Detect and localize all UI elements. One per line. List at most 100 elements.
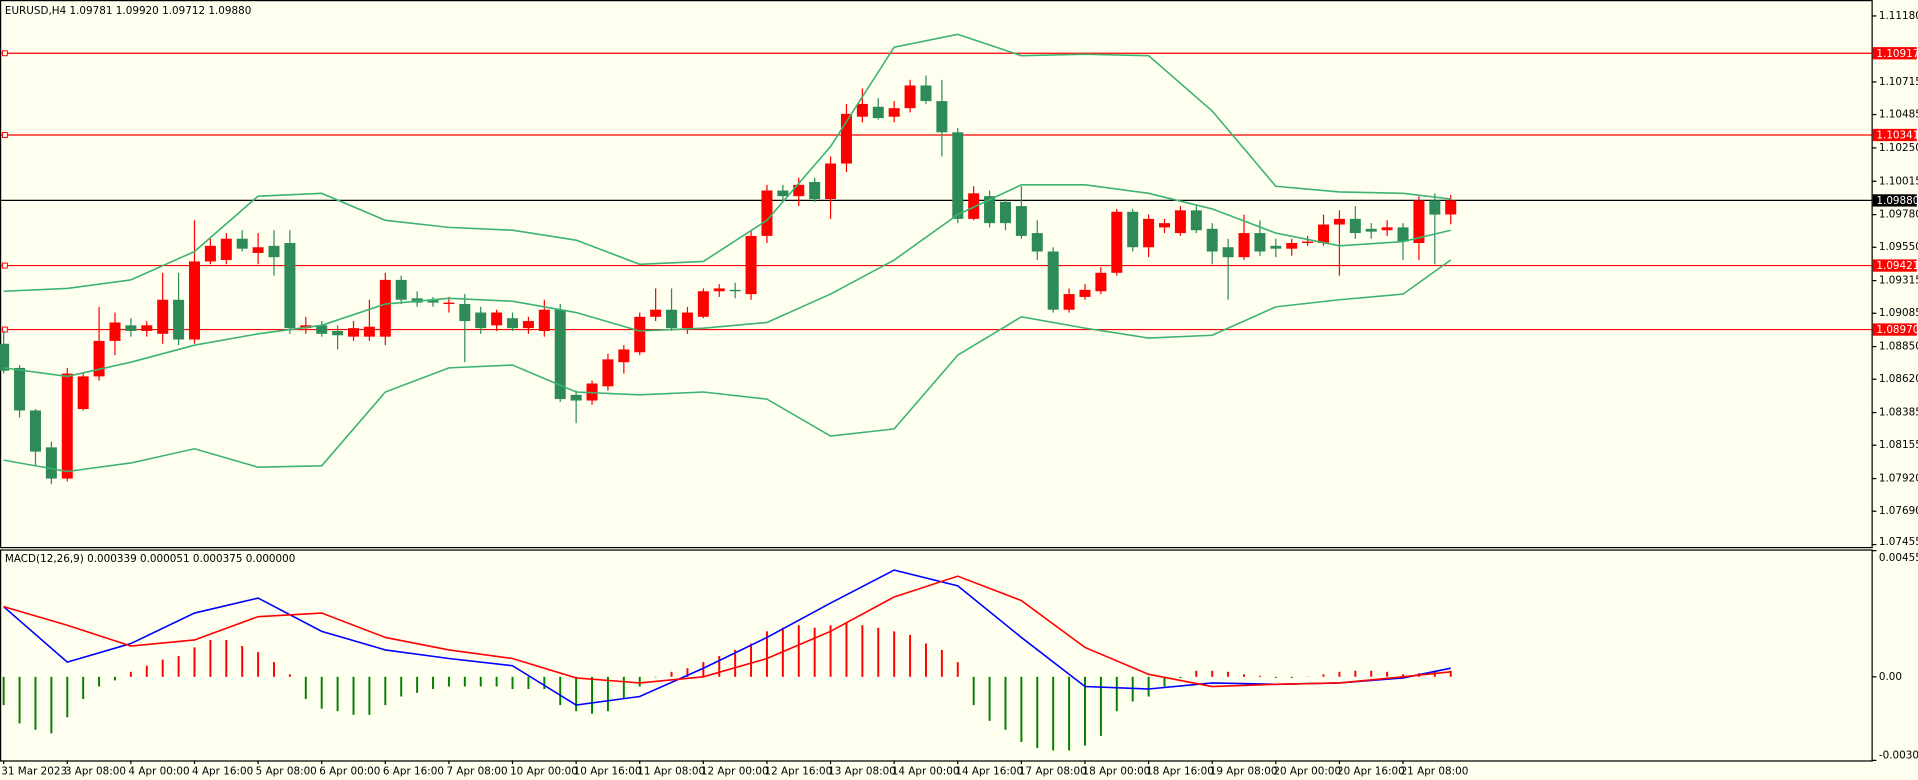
level-anchor	[1, 132, 8, 138]
x-tick-label: 4 Apr 16:00	[192, 765, 253, 777]
y-tick-label: 1.08850	[1879, 341, 1918, 353]
candle-body	[522, 321, 534, 329]
candle-body	[952, 132, 964, 219]
x-tick-label: 10 Apr 16:00	[574, 765, 642, 777]
level-label: 1.08970	[1876, 324, 1918, 336]
candle-body	[538, 309, 550, 331]
x-tick-label: 14 Apr 00:00	[892, 765, 960, 777]
candle-body	[491, 312, 503, 326]
candle-body	[1413, 200, 1425, 243]
candle-body	[777, 190, 789, 197]
candle-body	[936, 101, 948, 133]
candle-body	[1397, 227, 1409, 242]
candle-body	[904, 85, 916, 109]
y-tick-label: 1.07690	[1879, 505, 1918, 517]
x-tick-label: 12 Apr 16:00	[765, 765, 833, 777]
y-tick-label: 1.10015	[1879, 175, 1918, 187]
candle-body	[507, 318, 519, 329]
x-tick-label: 31 Mar 2023	[1, 765, 67, 777]
candle-body	[1222, 247, 1234, 258]
candle-body	[1365, 228, 1377, 232]
price-panel-frame	[0, 0, 1873, 549]
y-tick-label: 1.08620	[1879, 373, 1918, 385]
y-tick-label: 1.07920	[1879, 473, 1918, 485]
candle-body	[856, 103, 868, 117]
candle-body	[602, 359, 614, 387]
candle-body	[1333, 218, 1345, 225]
candle-body	[157, 299, 169, 334]
y-tick-label: 1.08155	[1879, 439, 1918, 451]
candle-body	[650, 309, 662, 317]
candle-body	[125, 325, 137, 331]
candle-body	[1318, 224, 1330, 243]
y-tick-label: 1.10715	[1879, 76, 1918, 88]
panel-title: EURUSD,H4 1.09781 1.09920 1.09712 1.0988…	[5, 5, 251, 17]
y-tick-label: 1.11180	[1879, 10, 1918, 22]
candle-body	[840, 113, 852, 164]
candle-body	[761, 190, 773, 236]
candle-body	[252, 247, 264, 253]
candle-body	[1238, 233, 1250, 258]
level-anchor	[1, 50, 8, 57]
candle-body	[1270, 245, 1282, 249]
last-price-label: 1.09880	[1876, 195, 1918, 207]
x-tick-label: 10 Apr 00:00	[510, 765, 578, 777]
x-tick-label: 20 Apr 00:00	[1273, 765, 1341, 777]
y-tick-label: 1.10250	[1879, 142, 1918, 154]
x-tick-label: 12 Apr 00:00	[701, 765, 769, 777]
candle-body	[1429, 200, 1441, 215]
candle-body	[1047, 251, 1059, 310]
candle-body	[379, 279, 391, 337]
candle-body	[1143, 218, 1155, 248]
candle-body	[443, 302, 455, 305]
level-label: 1.09421	[1876, 260, 1918, 272]
y-tick-label: 1.10485	[1879, 109, 1918, 121]
candle-body	[61, 373, 73, 479]
candle-body	[888, 108, 900, 117]
panel-title: MACD(12,26,9) 0.000339 0.000051 0.000375…	[5, 553, 296, 565]
candle-body	[1381, 227, 1393, 231]
candle-body	[1349, 218, 1361, 234]
candle-body	[1254, 233, 1266, 252]
x-tick-label: 3 Apr 08:00	[65, 765, 126, 777]
candle-body	[666, 309, 678, 329]
x-tick-label: 14 Apr 16:00	[955, 765, 1023, 777]
candle-body	[1206, 228, 1218, 252]
y-tick-label: 1.09550	[1879, 241, 1918, 253]
candle-body	[984, 196, 996, 224]
candle-body	[634, 316, 646, 353]
indicator-line	[3, 575, 1451, 688]
x-tick-label: 20 Apr 16:00	[1337, 765, 1405, 777]
x-tick-label: 19 Apr 08:00	[1210, 765, 1278, 777]
candle-body	[872, 106, 884, 119]
x-tick-label: 18 Apr 00:00	[1083, 765, 1151, 777]
candle-body	[999, 201, 1011, 224]
candle-body	[1445, 200, 1457, 215]
candle-body	[204, 245, 216, 262]
level-tag	[1872, 47, 1917, 60]
candle-body	[1095, 272, 1107, 292]
candle-body	[45, 447, 57, 479]
indicator-line	[3, 569, 1451, 706]
candle-body	[1079, 289, 1091, 297]
candle-body	[1190, 210, 1202, 231]
y-tick-label: 0.00455	[1879, 552, 1918, 564]
x-tick-label: 7 Apr 08:00	[446, 765, 507, 777]
y-tick-label: 1.09085	[1879, 307, 1918, 319]
level-label: 1.10917	[1876, 48, 1918, 60]
candle-body	[1031, 233, 1043, 252]
level-tag	[1872, 259, 1917, 272]
candle-body	[729, 289, 741, 292]
indicator-line	[3, 33, 1451, 293]
candle-body	[825, 163, 837, 200]
indicator-line	[3, 259, 1452, 473]
x-tick-label: 11 Apr 08:00	[637, 765, 705, 777]
candle-body	[109, 322, 121, 341]
candle-body	[348, 328, 360, 337]
candle-body	[188, 261, 200, 340]
candle-body	[1063, 294, 1075, 310]
y-tick-label: 1.09315	[1879, 275, 1918, 287]
y-tick-label: 1.07455	[1879, 536, 1918, 548]
